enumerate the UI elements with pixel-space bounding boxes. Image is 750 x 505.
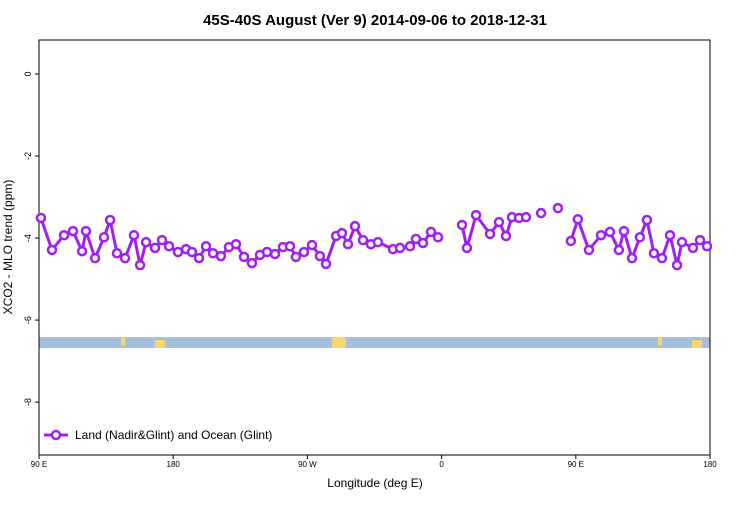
data-point bbox=[186, 246, 198, 258]
data-point bbox=[572, 213, 584, 225]
x-tick-label: 180 bbox=[703, 460, 717, 469]
data-point bbox=[417, 237, 429, 249]
data-point bbox=[111, 247, 123, 259]
data-point bbox=[320, 258, 332, 270]
data-point bbox=[535, 207, 547, 219]
legend-label: Land (Nadir&Glint) and Ocean (Glint) bbox=[75, 428, 272, 442]
data-point bbox=[306, 239, 318, 251]
land-patch bbox=[332, 337, 346, 348]
data-point bbox=[342, 238, 354, 250]
data-point bbox=[493, 216, 505, 228]
data-point bbox=[470, 209, 482, 221]
data-point bbox=[604, 226, 616, 238]
legend-marker bbox=[50, 429, 62, 441]
data-point bbox=[284, 241, 296, 252]
data-point bbox=[520, 211, 532, 223]
x-tick-label: 90 W bbox=[298, 460, 317, 469]
x-tick-label: 90 E bbox=[568, 460, 584, 469]
data-point bbox=[134, 259, 146, 271]
data-point bbox=[432, 231, 444, 243]
data-point bbox=[336, 227, 348, 239]
ocean-strip bbox=[39, 337, 710, 348]
data-point bbox=[372, 236, 384, 248]
data-point bbox=[98, 231, 110, 243]
data-point bbox=[193, 252, 205, 264]
data-point bbox=[656, 252, 668, 264]
y-axis-label: XCO2 - MLO trend (ppm) bbox=[1, 180, 15, 315]
data-point bbox=[89, 252, 101, 264]
data-point bbox=[461, 242, 473, 254]
y-tick-label: -6 bbox=[23, 316, 33, 324]
data-point bbox=[128, 229, 140, 241]
data-point bbox=[172, 246, 184, 258]
land-patch bbox=[658, 337, 662, 345]
data-point bbox=[230, 238, 242, 250]
data-point bbox=[76, 245, 88, 257]
data-point bbox=[565, 235, 577, 247]
data-point bbox=[500, 230, 512, 242]
data-point bbox=[149, 242, 161, 254]
data-point bbox=[687, 242, 699, 254]
x-axis-label: Longitude (deg E) bbox=[327, 476, 422, 490]
y-tick-label: -4 bbox=[23, 234, 33, 242]
data-point bbox=[46, 244, 58, 256]
data-point bbox=[671, 259, 683, 271]
y-tick-label: 0 bbox=[23, 72, 33, 77]
data-point bbox=[298, 246, 310, 258]
data-point bbox=[349, 220, 361, 232]
data-point bbox=[200, 241, 212, 252]
data-point bbox=[552, 202, 564, 214]
data-point bbox=[456, 219, 468, 231]
data-point bbox=[583, 244, 595, 256]
land-patch bbox=[155, 340, 165, 348]
data-point bbox=[626, 252, 638, 264]
data-point bbox=[634, 231, 646, 243]
data-point bbox=[595, 229, 607, 241]
data-point bbox=[35, 212, 47, 224]
data-point bbox=[694, 234, 706, 246]
data-point bbox=[404, 241, 416, 252]
data-point bbox=[261, 246, 273, 258]
data-point bbox=[357, 234, 369, 246]
x-tick-label: 0 bbox=[439, 460, 444, 469]
data-point bbox=[156, 234, 168, 246]
data-point bbox=[648, 247, 660, 259]
data-point bbox=[67, 225, 79, 237]
land-patch bbox=[692, 340, 702, 348]
land-patch bbox=[121, 337, 125, 345]
data-point bbox=[163, 241, 175, 252]
data-point bbox=[394, 242, 406, 254]
land-mask bbox=[39, 337, 710, 348]
data-point bbox=[246, 257, 258, 269]
data-point bbox=[618, 225, 630, 237]
y-tick-label: -2 bbox=[23, 152, 33, 160]
data-point bbox=[484, 228, 496, 240]
data-point bbox=[425, 226, 437, 238]
data-point bbox=[269, 248, 281, 260]
x-tick-label: 90 E bbox=[31, 460, 47, 469]
data-point bbox=[119, 252, 131, 264]
data-point bbox=[215, 250, 227, 262]
data-point bbox=[58, 229, 70, 241]
data-point bbox=[641, 214, 653, 226]
data-point bbox=[290, 251, 302, 263]
x-tick-label: 180 bbox=[167, 460, 181, 469]
data-point bbox=[664, 229, 676, 241]
chart-title: 45S-40S August (Ver 9) 2014-09-06 to 201… bbox=[203, 12, 547, 29]
data-point bbox=[140, 236, 152, 248]
data-point bbox=[676, 236, 688, 248]
data-point bbox=[314, 250, 326, 262]
data-point bbox=[80, 225, 92, 237]
data-point bbox=[238, 251, 250, 263]
data-point bbox=[104, 214, 116, 226]
y-tick-label: -8 bbox=[23, 398, 33, 406]
data-point bbox=[701, 241, 713, 252]
data-point bbox=[613, 244, 625, 256]
